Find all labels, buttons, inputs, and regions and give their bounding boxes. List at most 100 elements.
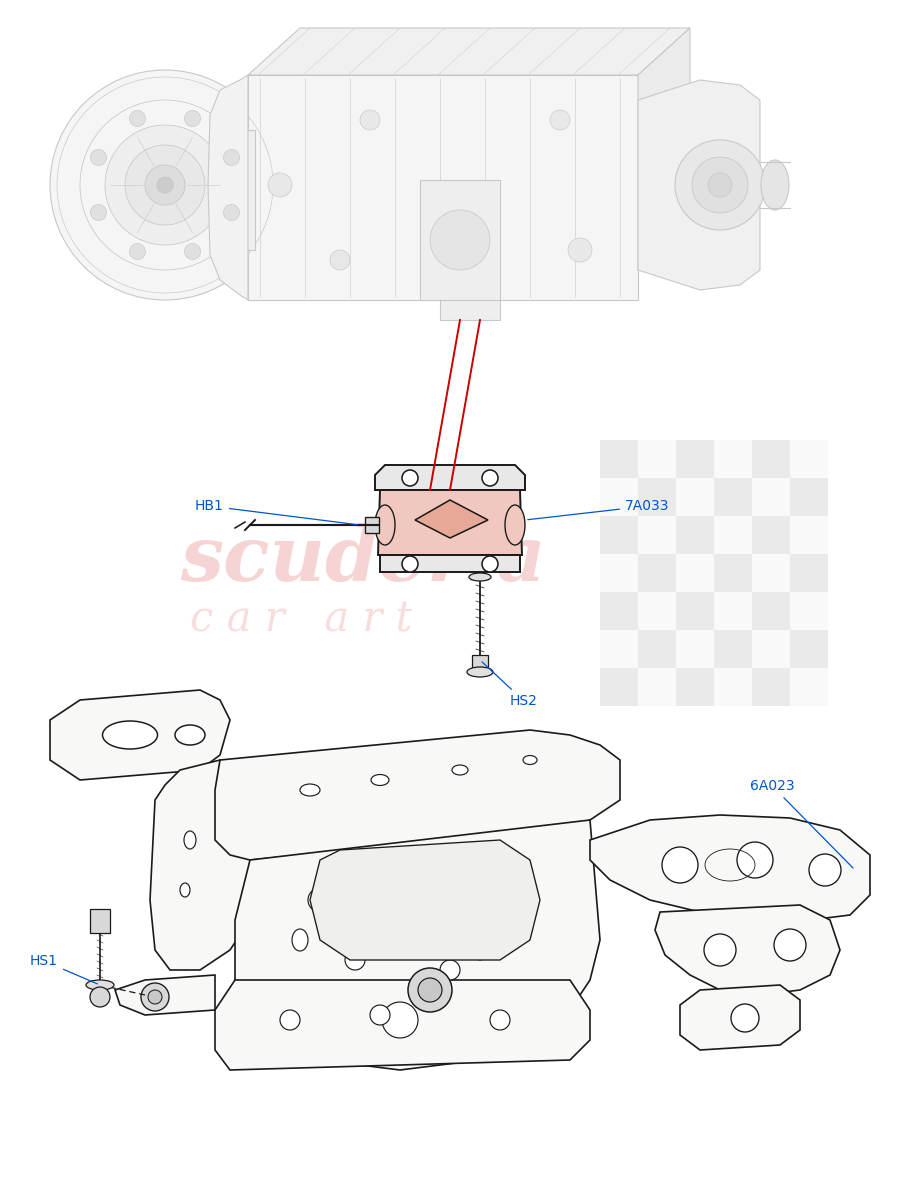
Ellipse shape (466, 667, 493, 677)
Circle shape (344, 950, 364, 970)
Circle shape (105, 125, 225, 245)
Circle shape (482, 470, 497, 486)
Circle shape (90, 150, 107, 166)
Circle shape (129, 110, 145, 126)
Bar (675, 478, 713, 516)
Circle shape (157, 176, 173, 193)
Circle shape (141, 983, 169, 1010)
Polygon shape (149, 760, 250, 970)
Circle shape (90, 204, 107, 221)
Bar (420, 180, 499, 300)
Polygon shape (374, 464, 525, 490)
Circle shape (808, 854, 840, 886)
Text: scuderia: scuderia (179, 523, 545, 596)
Circle shape (736, 842, 773, 878)
Circle shape (402, 556, 417, 572)
Circle shape (223, 204, 240, 221)
Circle shape (691, 157, 747, 214)
Polygon shape (654, 905, 839, 995)
Bar (472, 655, 487, 670)
Polygon shape (50, 690, 230, 780)
Polygon shape (589, 815, 869, 920)
Bar (752, 630, 789, 668)
Polygon shape (248, 28, 690, 74)
Bar (713, 668, 752, 706)
Bar (599, 516, 638, 554)
Circle shape (50, 70, 280, 300)
Bar (638, 630, 675, 668)
Bar (752, 516, 789, 554)
Ellipse shape (179, 883, 189, 898)
Bar (713, 554, 752, 592)
Polygon shape (680, 985, 799, 1050)
Polygon shape (439, 300, 499, 320)
Circle shape (330, 250, 350, 270)
Circle shape (184, 244, 200, 259)
Bar (599, 668, 638, 706)
Bar (789, 592, 827, 630)
Polygon shape (380, 554, 519, 572)
Ellipse shape (292, 929, 308, 950)
Circle shape (280, 1010, 300, 1030)
Ellipse shape (473, 940, 486, 960)
Circle shape (417, 978, 442, 1002)
Bar (599, 630, 638, 668)
Ellipse shape (86, 980, 114, 990)
Text: HS2: HS2 (482, 662, 537, 708)
Circle shape (385, 876, 414, 904)
Circle shape (125, 145, 205, 226)
FancyBboxPatch shape (248, 74, 638, 300)
Bar (675, 668, 713, 706)
Bar (713, 592, 752, 630)
Text: 7A033: 7A033 (527, 499, 669, 520)
Bar (789, 516, 827, 554)
Bar (675, 592, 713, 630)
Bar (752, 668, 789, 706)
Ellipse shape (468, 572, 490, 581)
Circle shape (90, 986, 110, 1007)
Bar (713, 440, 752, 478)
Bar (675, 554, 713, 592)
Circle shape (703, 934, 735, 966)
Bar (789, 440, 827, 478)
Circle shape (223, 150, 240, 166)
Circle shape (674, 140, 764, 230)
Bar (713, 630, 752, 668)
Circle shape (489, 1010, 509, 1030)
Circle shape (568, 238, 591, 262)
Bar (599, 478, 638, 516)
Circle shape (731, 1004, 758, 1032)
Circle shape (129, 244, 145, 259)
Circle shape (184, 110, 200, 126)
Bar (675, 516, 713, 554)
Ellipse shape (522, 756, 537, 764)
Circle shape (308, 888, 332, 912)
Circle shape (707, 173, 732, 197)
Ellipse shape (184, 830, 196, 850)
Bar (638, 668, 675, 706)
Ellipse shape (452, 766, 467, 775)
Bar (713, 516, 752, 554)
Polygon shape (115, 974, 215, 1015)
Circle shape (549, 110, 569, 130)
Circle shape (382, 1002, 417, 1038)
Ellipse shape (760, 160, 788, 210)
Bar (638, 440, 675, 478)
Ellipse shape (175, 725, 205, 745)
Circle shape (407, 968, 452, 1012)
Text: c a r   a r t: c a r a r t (189, 599, 412, 641)
Polygon shape (208, 74, 248, 300)
Bar (638, 516, 675, 554)
Bar (638, 554, 675, 592)
Bar (599, 592, 638, 630)
Bar (752, 440, 789, 478)
Ellipse shape (371, 774, 389, 786)
Circle shape (402, 470, 417, 486)
Circle shape (429, 210, 489, 270)
Polygon shape (638, 80, 759, 290)
Circle shape (439, 960, 459, 980)
Bar (364, 517, 379, 533)
Bar (599, 554, 638, 592)
Text: 6A023: 6A023 (749, 779, 852, 868)
Circle shape (145, 164, 185, 205)
